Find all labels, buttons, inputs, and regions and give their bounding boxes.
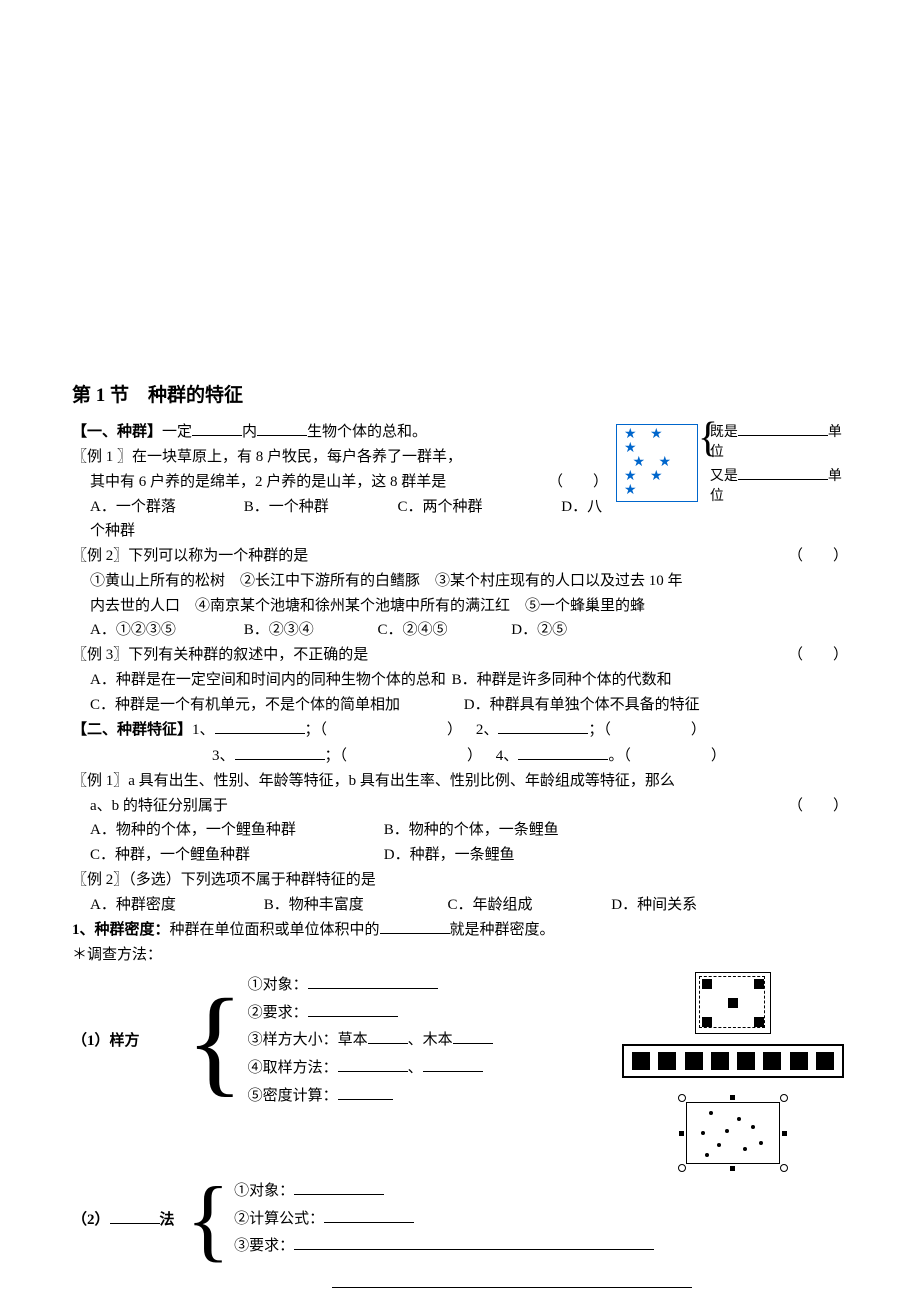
section-1-heading: 【一、种群】一定内生物个体的总和。	[72, 419, 848, 445]
example-3: 〖例 3〗下列有关种群的叙述中，不正确的是 （ ）	[72, 643, 848, 668]
method-1-block: （1）样方 { ①对象： ②要求： ③样方大小：草本、木本 ④取样方法：、 ⑤密…	[72, 972, 618, 1111]
example-1: 〖例 1 〗在一块草原上，有 8 户牧民，每户各养了一群羊，	[72, 445, 848, 470]
brace-icon: {	[186, 991, 244, 1091]
example-2-options: A．①②③⑤ B．②③④ C．②④⑤ D．②⑤	[72, 618, 848, 643]
answer-paren: （ ）	[788, 643, 848, 668]
continuation-underline	[332, 1271, 692, 1288]
worksheet-page: 第 1 节 种群的特征 ★ ★ ★ ★ ★ ★ ★ ★ { 既是单位 又是单位 …	[0, 0, 920, 1300]
quadrat-diagrams	[618, 972, 848, 1172]
method-2-block: （2）法 { ①对象： ②计算公式： ③要求：	[72, 1178, 848, 1261]
section2-example-1: 〖例 1〗a 具有出生、性别、年龄等特征，b 具有出生率、性别比例、年龄组成等特…	[72, 769, 848, 794]
section2-example-2: 〖例 2〗（多选）下列选项不属于种群特征的是	[72, 868, 848, 893]
brace-icon: {	[186, 1179, 230, 1259]
belt-transect-icon	[622, 1044, 844, 1078]
example-1-options: A．一个群落 B．一个种群 C．两个种群 D．八个种群	[72, 495, 848, 545]
scatter-quadrat-icon	[678, 1094, 788, 1172]
section-title: 第 1 节 种群的特征	[72, 380, 848, 411]
investigate-label: ＊调查方法：	[72, 947, 162, 963]
answer-paren: （ ）	[548, 470, 608, 495]
five-point-quadrat-icon	[695, 972, 771, 1034]
example-2: 〖例 2〗下列可以称为一个种群的是 （ ）	[72, 544, 848, 569]
answer-paren: （ ）	[788, 544, 848, 569]
answer-paren: （ ）	[788, 794, 848, 819]
section-2-heading: 【二、种群特征】1、；（） 2、；（）	[72, 717, 848, 743]
density-heading: 1、种群密度：种群在单位面积或单位体积中的就是种群密度。	[72, 917, 848, 943]
